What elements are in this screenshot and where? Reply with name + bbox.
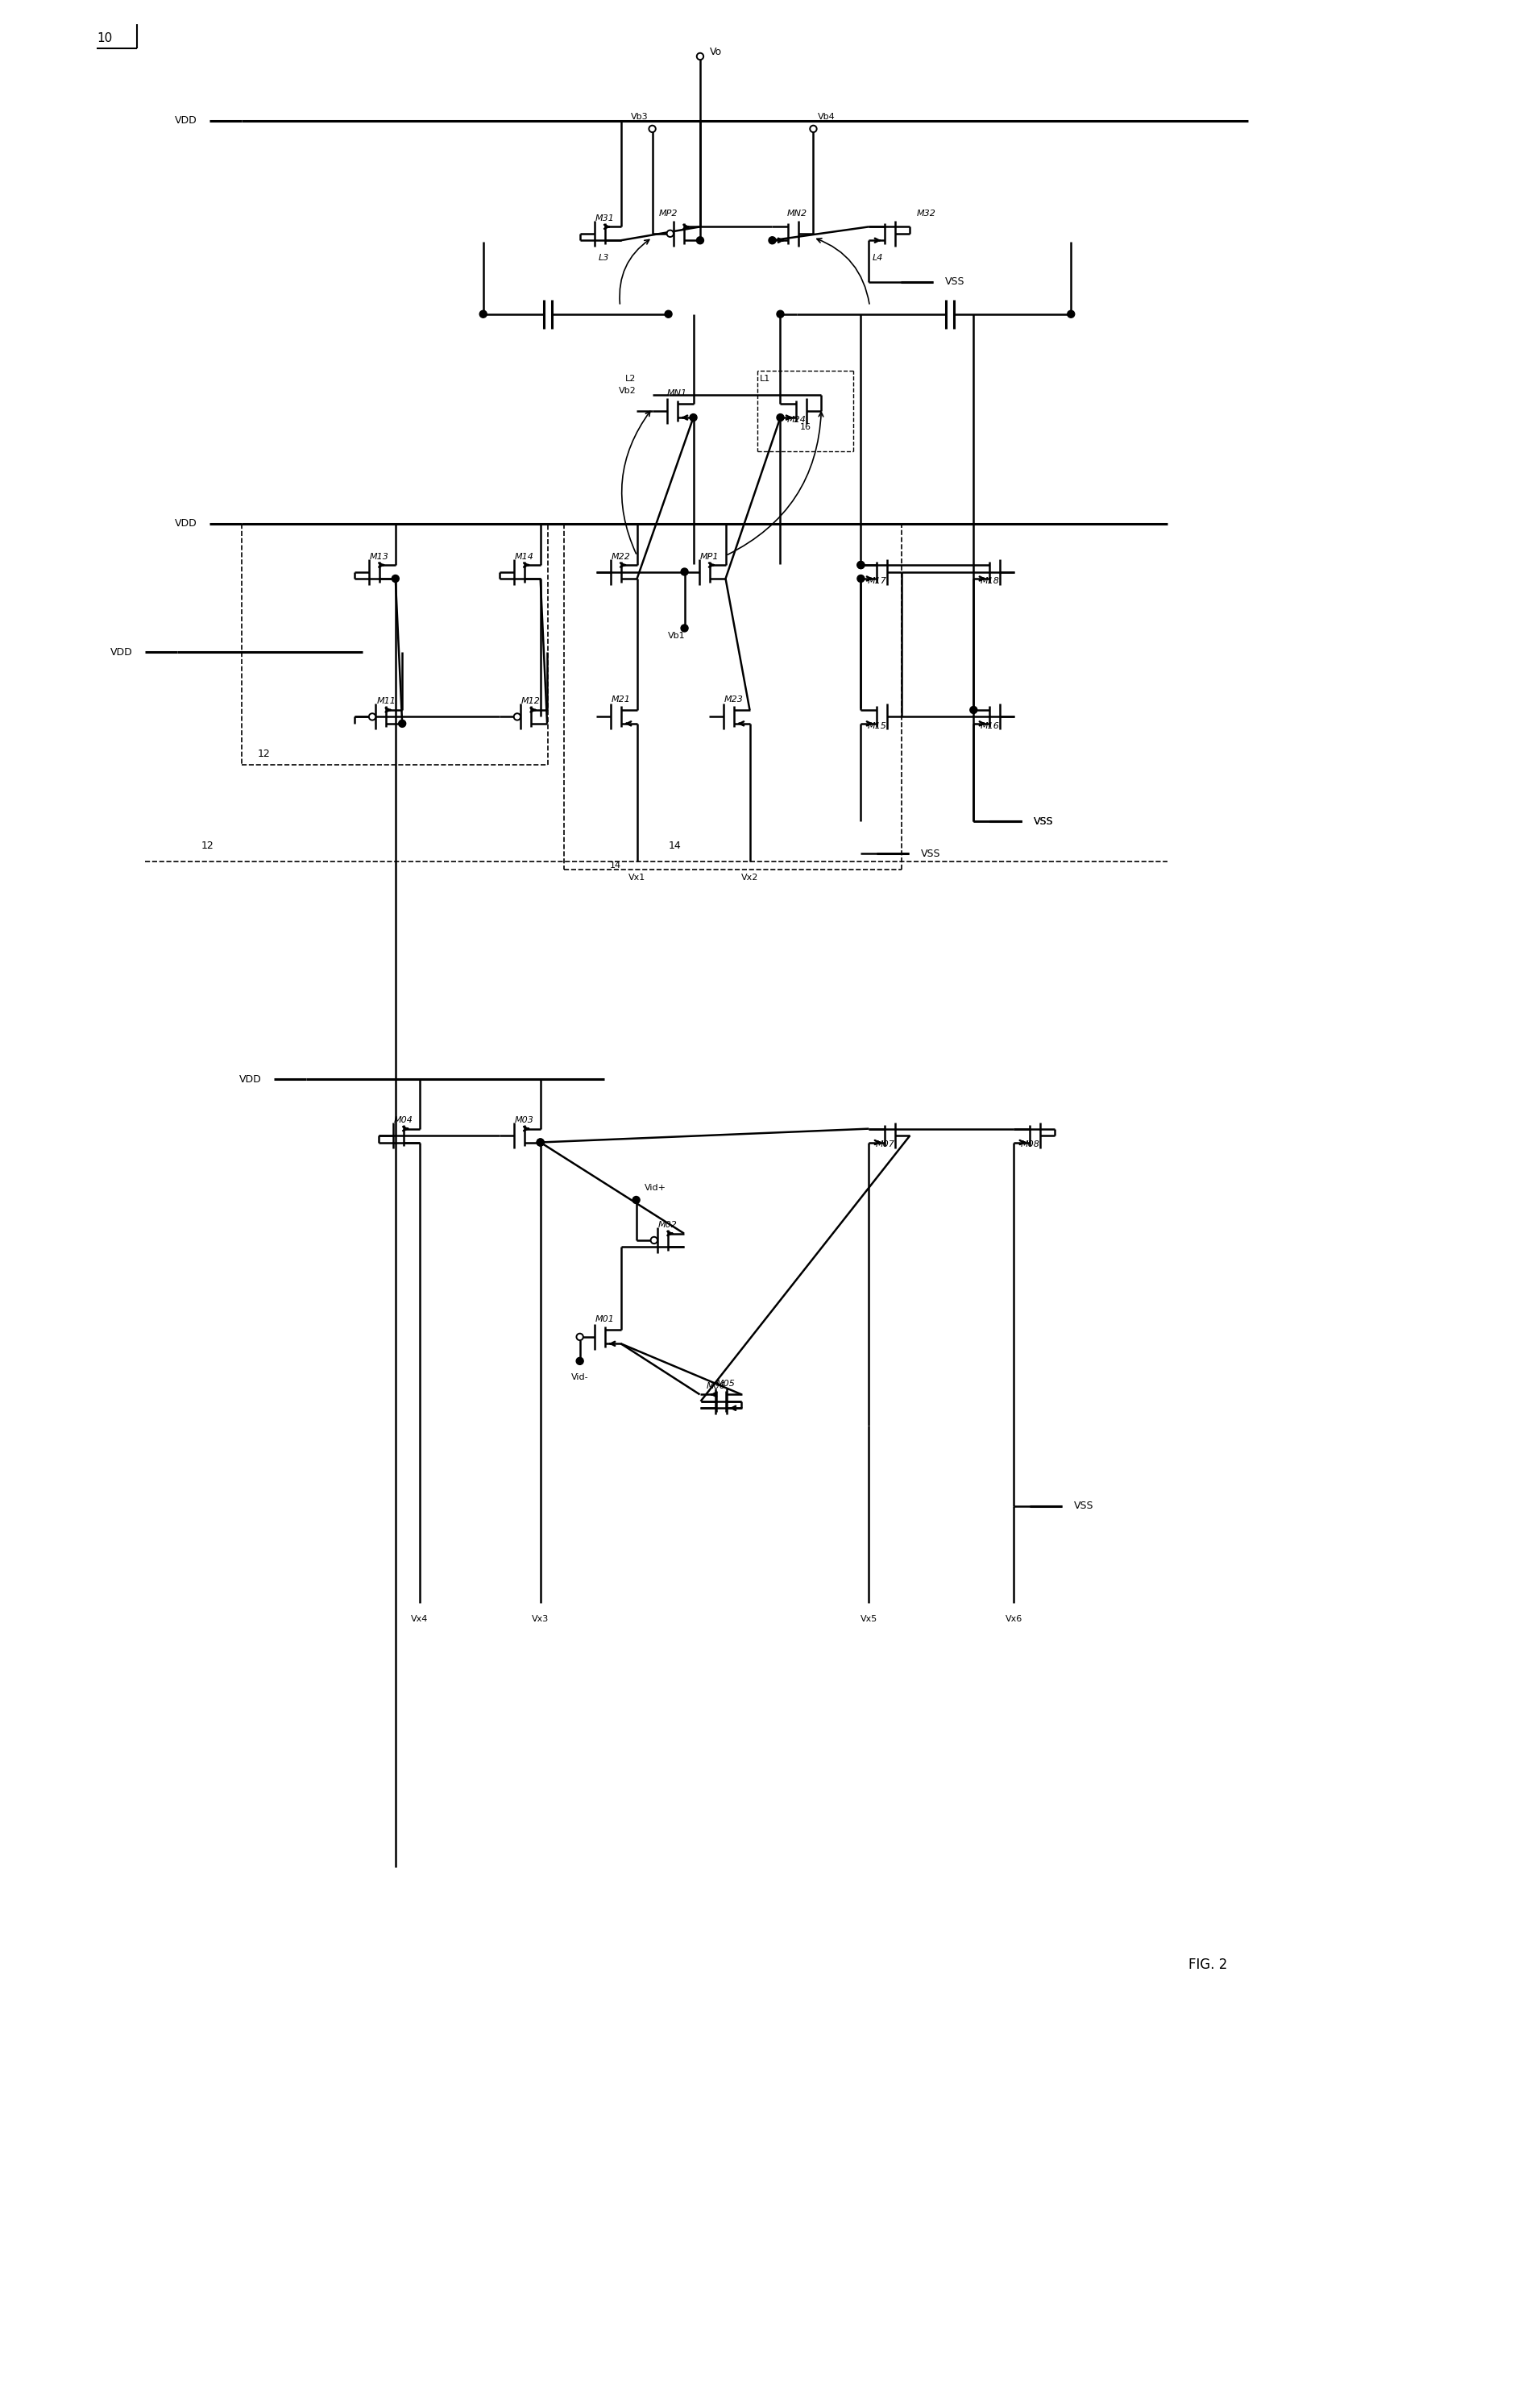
Circle shape (776, 311, 784, 318)
Text: Vo: Vo (709, 48, 721, 58)
Circle shape (1067, 311, 1075, 318)
Text: Vb3: Vb3 (630, 113, 648, 120)
Text: M24: M24 (787, 417, 807, 424)
Circle shape (857, 561, 864, 568)
Text: Vid+: Vid+ (644, 1185, 667, 1192)
Text: M11: M11 (376, 698, 396, 706)
Text: M13: M13 (370, 551, 390, 561)
Text: L3: L3 (598, 253, 609, 262)
Circle shape (537, 1139, 543, 1146)
Circle shape (667, 231, 674, 236)
Text: Vx3: Vx3 (531, 1616, 549, 1623)
Text: M18: M18 (980, 578, 1000, 585)
Circle shape (633, 1197, 639, 1204)
Circle shape (391, 576, 399, 583)
Circle shape (665, 311, 673, 318)
Text: M02: M02 (659, 1221, 677, 1228)
Text: 16: 16 (799, 424, 811, 431)
Circle shape (776, 414, 784, 421)
Text: Vb1: Vb1 (668, 633, 685, 641)
Circle shape (680, 568, 688, 576)
Text: M15: M15 (868, 722, 886, 730)
Circle shape (697, 53, 703, 60)
Text: Vx2: Vx2 (741, 874, 758, 881)
Text: M03: M03 (514, 1117, 534, 1125)
Text: Vx1: Vx1 (629, 874, 645, 881)
Text: M23: M23 (724, 696, 743, 703)
Text: VDD: VDD (175, 518, 198, 530)
Circle shape (810, 125, 817, 132)
Text: M31: M31 (595, 214, 615, 222)
Circle shape (514, 713, 521, 720)
Text: M32: M32 (916, 209, 936, 217)
Text: L1: L1 (759, 376, 770, 383)
Text: M07: M07 (875, 1141, 895, 1149)
Text: Vid-: Vid- (571, 1373, 589, 1382)
Text: L4: L4 (872, 253, 883, 262)
Text: M06: M06 (706, 1382, 726, 1389)
Circle shape (689, 414, 697, 421)
Circle shape (368, 713, 376, 720)
Text: FIG. 2: FIG. 2 (1189, 1958, 1227, 1972)
Text: 12: 12 (257, 749, 271, 759)
Text: VSS: VSS (1075, 1500, 1094, 1512)
Circle shape (857, 561, 864, 568)
Text: Vx5: Vx5 (860, 1616, 878, 1623)
Text: M16: M16 (980, 722, 1000, 730)
Text: VSS: VSS (1033, 816, 1053, 826)
Circle shape (769, 236, 776, 243)
Circle shape (857, 576, 864, 583)
Text: Vb4: Vb4 (817, 113, 836, 120)
Text: VSS: VSS (1033, 816, 1053, 826)
Text: MN1: MN1 (667, 390, 688, 397)
Text: VDD: VDD (239, 1074, 262, 1084)
Text: M05: M05 (715, 1380, 735, 1387)
Text: 12: 12 (201, 840, 215, 850)
Circle shape (697, 236, 703, 243)
Text: M08: M08 (1020, 1141, 1040, 1149)
Text: M22: M22 (612, 551, 630, 561)
Text: M01: M01 (595, 1315, 615, 1324)
Text: M17: M17 (868, 578, 886, 585)
Text: MP1: MP1 (700, 551, 718, 561)
Text: Vb2: Vb2 (618, 388, 636, 395)
Circle shape (680, 624, 688, 631)
Circle shape (399, 720, 406, 727)
Text: M21: M21 (612, 696, 630, 703)
Circle shape (970, 706, 977, 713)
Text: M14: M14 (514, 551, 534, 561)
Text: 14: 14 (609, 862, 621, 869)
Circle shape (537, 1139, 543, 1146)
Text: VDD: VDD (175, 116, 198, 125)
Text: MN2: MN2 (787, 209, 807, 217)
Text: M12: M12 (522, 698, 540, 706)
Text: VSS: VSS (921, 848, 941, 860)
Text: MP2: MP2 (659, 209, 677, 217)
Circle shape (577, 1358, 583, 1365)
Circle shape (651, 1238, 658, 1243)
Text: L2: L2 (626, 376, 636, 383)
Text: Vx4: Vx4 (411, 1616, 428, 1623)
Circle shape (577, 1334, 583, 1341)
Text: VDD: VDD (111, 648, 132, 657)
Text: VSS: VSS (945, 277, 965, 287)
Circle shape (648, 125, 656, 132)
Text: Vx6: Vx6 (1005, 1616, 1023, 1623)
Text: 14: 14 (668, 840, 680, 850)
Text: 10: 10 (97, 31, 113, 43)
Circle shape (479, 311, 487, 318)
Text: M04: M04 (394, 1117, 412, 1125)
